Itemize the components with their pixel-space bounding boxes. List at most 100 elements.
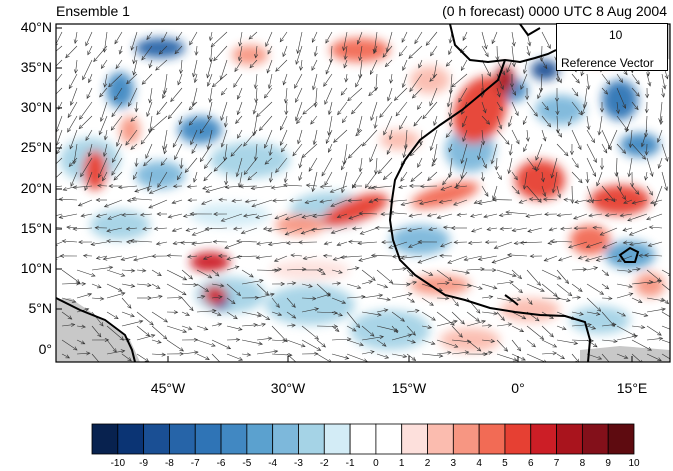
wind-vector <box>631 311 648 317</box>
wind-vector-head <box>226 345 232 350</box>
wind-vector <box>305 199 318 204</box>
wind-vector-head <box>574 199 579 204</box>
wind-vector-head <box>130 145 135 150</box>
wind-vector-head <box>664 186 668 192</box>
wind-vector-head <box>656 138 661 143</box>
wind-vector-head <box>586 198 591 203</box>
wind-vector-head <box>653 201 658 207</box>
wind-vector <box>398 45 408 57</box>
wind-vector-head <box>87 152 92 158</box>
wind-vector-head <box>236 291 242 296</box>
wind-vector-head <box>312 140 317 146</box>
wind-vector <box>264 87 273 99</box>
wind-vector <box>586 157 596 177</box>
wind-vector <box>371 255 393 257</box>
wind-vector <box>196 269 212 279</box>
wind-vector <box>128 87 138 107</box>
wind-vector <box>571 297 581 299</box>
wind-vector-head <box>48 181 52 185</box>
wind-vector <box>191 241 213 245</box>
wind-vector <box>616 171 621 191</box>
wind-vector <box>365 171 378 188</box>
wind-vector-head <box>518 199 524 204</box>
wind-vector <box>173 241 183 245</box>
reference-vector-value: 10 <box>609 28 623 42</box>
wind-vector-head <box>382 175 388 181</box>
wind-vector <box>121 213 138 216</box>
wind-vector-head <box>548 227 554 232</box>
wind-vector <box>361 294 383 299</box>
wind-vector <box>398 185 408 188</box>
wind-vector-head <box>172 143 177 148</box>
wind-vector-head <box>231 300 236 305</box>
wind-vector-head <box>161 352 167 357</box>
wind-vector-head <box>586 125 591 131</box>
wind-vector <box>627 213 648 221</box>
wind-vector <box>283 73 288 85</box>
wind-vector-head <box>507 253 512 258</box>
wind-vector <box>208 101 213 120</box>
wind-vector <box>481 59 491 77</box>
wind-vector <box>496 281 514 285</box>
wind-vector <box>558 255 573 261</box>
wind-vector-head <box>120 257 126 261</box>
wind-vector-head <box>126 198 132 203</box>
colorbar-swatch <box>298 423 325 455</box>
wind-vector <box>231 199 243 202</box>
wind-vector-head <box>149 321 154 326</box>
wind-vector-head <box>297 139 302 145</box>
wind-vector-head <box>310 227 316 232</box>
wind-vector <box>586 185 594 204</box>
wind-vector-head <box>561 326 567 331</box>
wind-vector-head <box>264 143 268 149</box>
wind-vector-head <box>72 226 77 231</box>
wind-vector-head <box>375 225 380 230</box>
wind-vector <box>114 31 123 44</box>
wind-vector-head <box>214 272 220 277</box>
wind-vector <box>616 311 626 317</box>
wind-vector-head <box>358 257 363 262</box>
wind-vector <box>275 157 288 173</box>
wind-vector-head <box>371 185 376 190</box>
wind-vector <box>448 143 453 152</box>
wind-vector <box>130 115 138 122</box>
wind-vector-head <box>78 240 83 245</box>
wind-vector-head <box>207 274 213 279</box>
wind-vector-head <box>177 80 182 86</box>
wind-vector <box>328 115 333 136</box>
wind-vector-head <box>552 351 558 356</box>
wind-vector-head <box>321 270 326 275</box>
wind-vector <box>267 227 288 232</box>
wind-vector-head <box>615 109 620 115</box>
wind-vector <box>93 45 108 62</box>
wind-vector-head <box>379 335 384 340</box>
wind-vector-head <box>644 253 649 258</box>
wind-vector <box>638 255 648 257</box>
wind-vector <box>355 73 363 88</box>
wind-vector-head <box>48 226 52 229</box>
wind-vector <box>661 283 670 291</box>
wind-vector <box>111 157 123 176</box>
wind-vector-head <box>67 315 73 320</box>
wind-vector <box>471 227 483 232</box>
wind-vector <box>160 157 168 166</box>
wind-vector <box>526 325 544 340</box>
wind-vector <box>440 185 453 191</box>
wind-vector <box>481 31 487 49</box>
wind-vector <box>586 171 588 183</box>
wind-vector-head <box>442 180 447 186</box>
wind-vector-head <box>415 308 420 313</box>
wind-vector-head <box>430 341 436 345</box>
wind-vector <box>168 213 183 218</box>
wind-vector-head <box>570 199 575 204</box>
wind-vector-head <box>387 96 391 102</box>
wind-vector-head <box>173 310 179 315</box>
wind-vector <box>295 101 303 121</box>
wind-vector-head <box>325 139 330 145</box>
wind-vector <box>644 254 663 257</box>
wind-vector <box>104 129 108 140</box>
wind-vector <box>374 115 378 129</box>
wind-vector <box>345 73 348 82</box>
wind-vector <box>301 283 313 287</box>
